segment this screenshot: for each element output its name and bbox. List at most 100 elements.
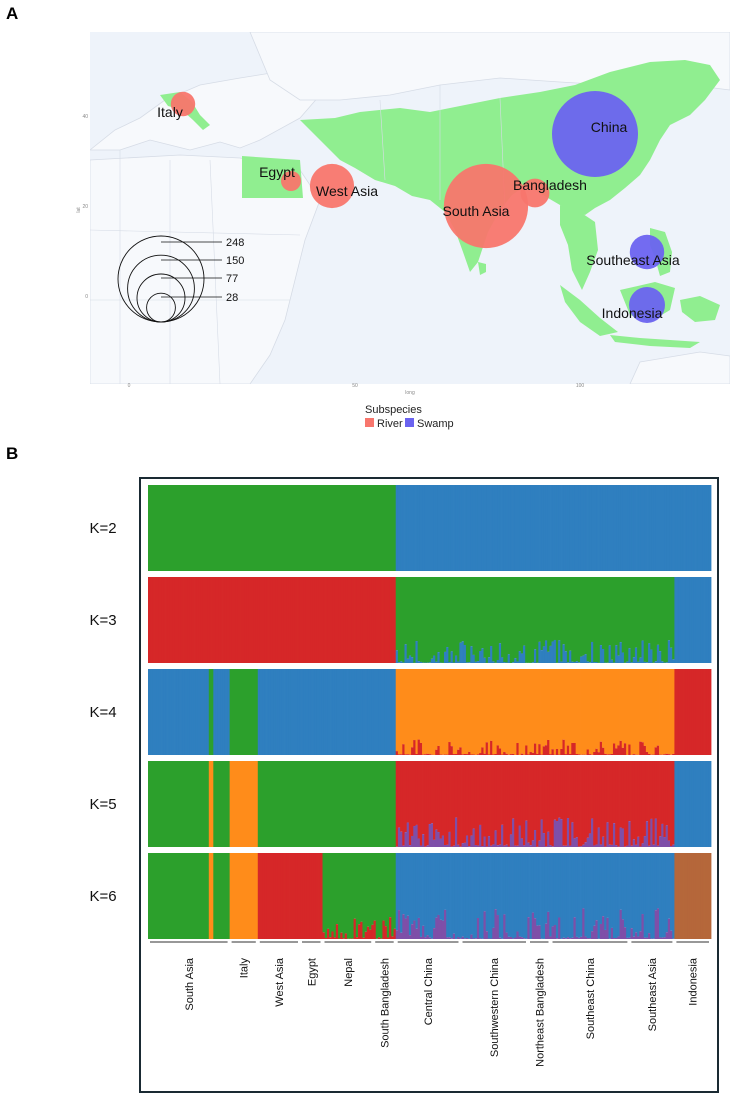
admixture-bar <box>435 829 438 847</box>
admixture-bar <box>222 669 226 755</box>
admixture-bar <box>601 747 605 755</box>
admixture-bar <box>617 655 620 663</box>
admixture-bar <box>571 742 574 755</box>
admixture-bar <box>626 577 629 662</box>
admixture-bar <box>152 669 155 755</box>
admixture-bar <box>490 485 494 571</box>
admixture-bar <box>226 485 230 571</box>
admixture-bar <box>266 853 270 939</box>
admixture-bar <box>441 920 445 939</box>
admixture-bar <box>358 761 362 847</box>
admixture-bar <box>470 934 473 939</box>
admixture-bar <box>512 761 515 819</box>
admixture-bar <box>294 485 298 571</box>
admixture-bar <box>706 669 710 755</box>
admixture-bar <box>474 661 478 663</box>
admixture-bar <box>601 836 605 847</box>
admixture-bar <box>700 853 703 939</box>
admixture-bar <box>415 761 419 825</box>
admixture-bar <box>479 853 482 939</box>
admixture-bar <box>334 577 337 663</box>
admixture-bar <box>615 748 618 755</box>
admixture-bar <box>391 853 394 937</box>
admixture-bar <box>419 485 423 571</box>
admixture-bar <box>397 761 401 828</box>
admixture-bar <box>573 661 577 663</box>
admixture-bar <box>393 928 397 939</box>
admixture-bar <box>237 485 241 571</box>
admixture-bar <box>419 936 423 939</box>
admixture-bar <box>446 485 450 571</box>
admixture-bar <box>371 924 374 939</box>
admixture-bar <box>639 931 642 939</box>
admixture-bar <box>397 669 401 755</box>
admixture-bar <box>463 644 467 663</box>
admixture-bar <box>439 853 443 920</box>
admixture-bar <box>700 577 703 663</box>
admixture-bar <box>610 853 614 928</box>
admixture-bar <box>345 761 348 847</box>
admixture-bar <box>426 853 430 936</box>
admixture-bar <box>441 577 445 663</box>
admixture-bar <box>292 577 296 663</box>
region-label: China <box>591 119 628 135</box>
admixture-bar <box>217 853 221 939</box>
admixture-bar <box>457 937 460 939</box>
admixture-bar <box>567 485 571 571</box>
admixture-bar <box>439 761 443 839</box>
admixture-bar <box>206 669 210 755</box>
admixture-bar <box>406 853 410 916</box>
admixture-bar <box>623 761 627 847</box>
admixture-bar <box>566 662 570 663</box>
admixture-bar <box>693 577 697 663</box>
admixture-bar <box>494 761 498 831</box>
admixture-bar <box>284 853 288 939</box>
region-bubble <box>309 163 355 209</box>
admixture-bar <box>650 649 653 663</box>
admixture-bar <box>545 485 549 571</box>
admixture-bar <box>325 761 329 847</box>
admixture-bar <box>340 669 344 755</box>
admixture-bar <box>408 845 412 847</box>
admixture-bar <box>479 485 483 571</box>
admixture-bar <box>536 853 539 926</box>
admixture-bar <box>463 761 467 843</box>
admixture-bar <box>240 485 243 571</box>
admixture-bar <box>525 485 529 571</box>
admixture-bar <box>621 828 625 847</box>
admixture-bar <box>476 754 480 755</box>
admixture-bar <box>358 924 361 939</box>
admixture-bar <box>494 753 498 755</box>
admixture-bar <box>628 648 631 663</box>
admixture-bar <box>324 853 328 938</box>
admixture-bar <box>395 669 399 752</box>
admixture-bar <box>468 853 471 939</box>
panel-label-b: B <box>6 444 19 463</box>
admixture-bar <box>702 577 705 663</box>
admixture-bar <box>323 577 326 663</box>
admixture-bar <box>608 761 612 845</box>
admixture-bar <box>654 747 658 755</box>
admixture-bar <box>600 485 604 571</box>
admixture-bar <box>595 853 598 921</box>
admixture-bar <box>470 577 473 647</box>
admixture-bar <box>167 853 171 939</box>
admixture-bar <box>516 853 519 932</box>
admixture-bar <box>329 485 333 571</box>
admixture-bar <box>562 845 566 847</box>
region-bubble <box>552 91 638 177</box>
admixture-bar <box>253 485 256 571</box>
admixture-bar <box>367 761 370 847</box>
admixture-bar <box>433 669 436 755</box>
admixture-bar <box>588 577 592 663</box>
region-bubble <box>281 171 301 191</box>
population-label: West Asia <box>274 957 286 1007</box>
admixture-bar <box>612 577 616 663</box>
admixture-bar <box>297 485 300 571</box>
admixture-bar <box>413 669 416 741</box>
admixture-bar <box>426 845 430 847</box>
admixture-bar <box>461 843 465 847</box>
admixture-bar <box>393 485 397 571</box>
admixture-bar <box>343 669 346 755</box>
map-x-tick: 100 <box>576 383 585 389</box>
